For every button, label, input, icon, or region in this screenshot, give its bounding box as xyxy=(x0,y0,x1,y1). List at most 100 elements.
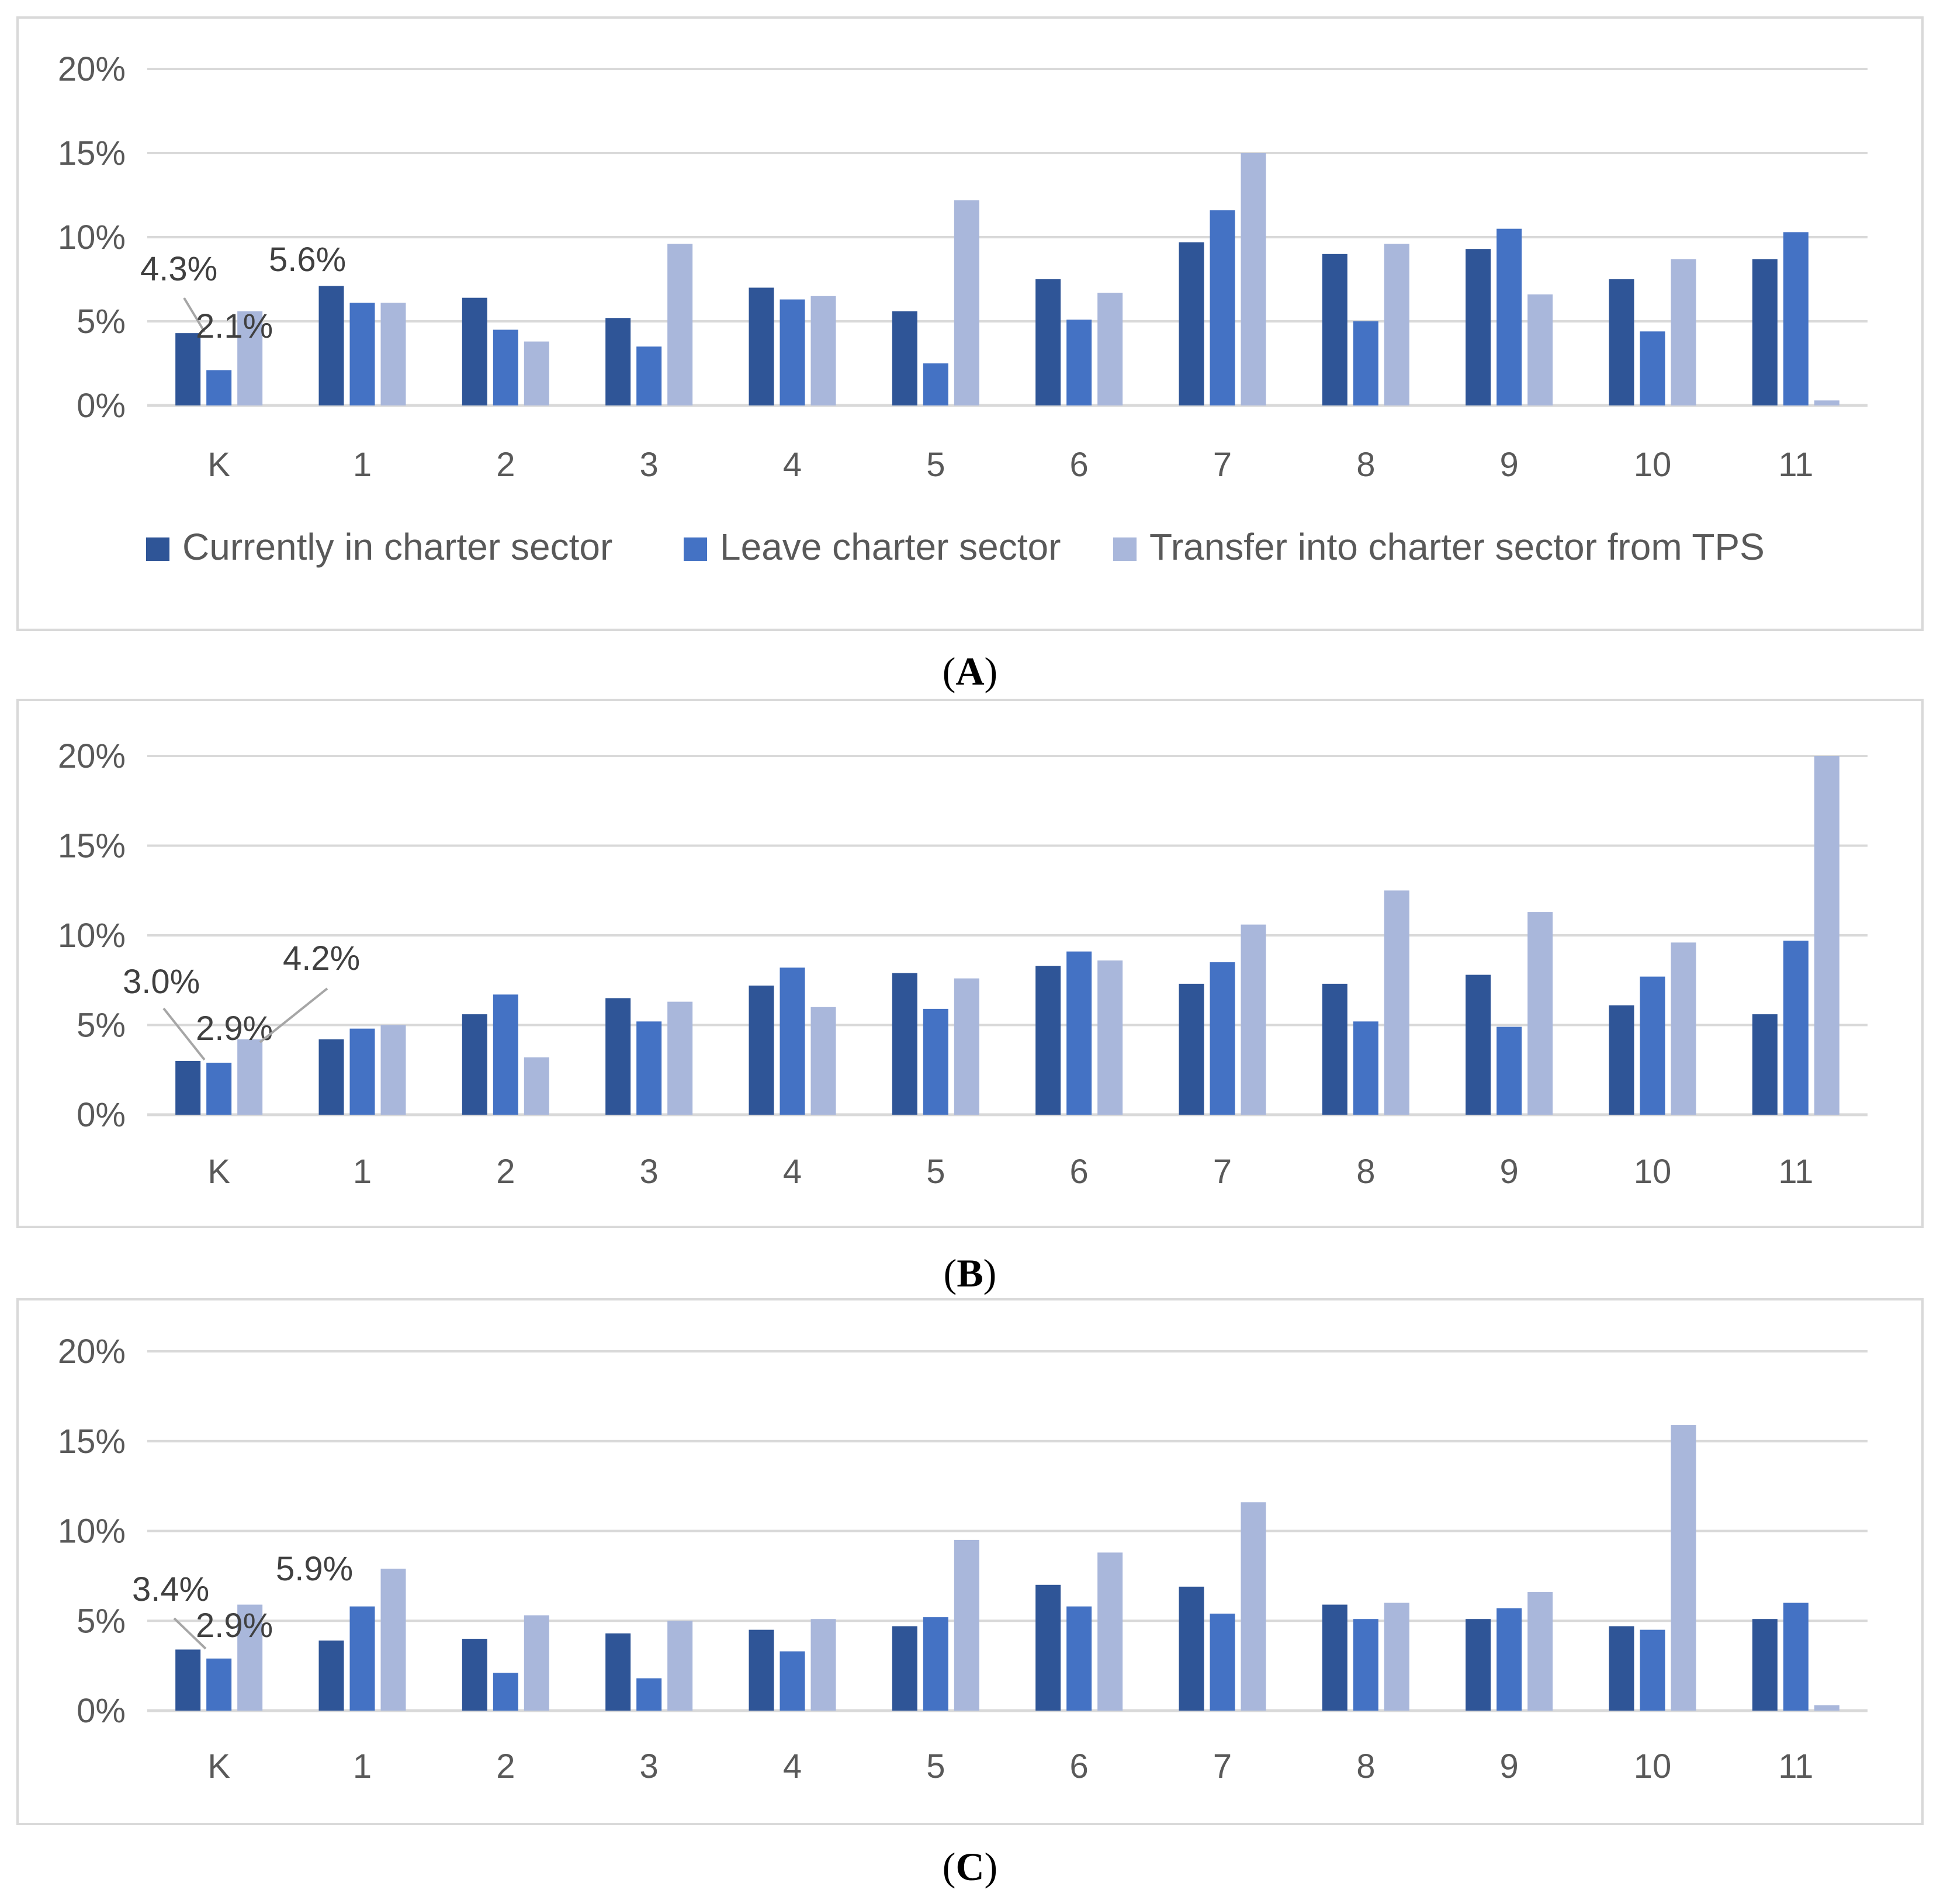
x-tick-label: 2 xyxy=(496,1747,515,1785)
data-label: 2.9% xyxy=(196,1607,273,1645)
bar-leave xyxy=(1496,228,1522,405)
bar-currently xyxy=(892,973,917,1115)
bar-leave xyxy=(349,1606,375,1711)
bar-leave xyxy=(1783,941,1809,1115)
bar-leave xyxy=(1066,1606,1092,1711)
data-label: 2.1% xyxy=(196,307,273,345)
x-tick-label: 8 xyxy=(1356,1747,1375,1785)
bar-transfer xyxy=(1814,756,1839,1115)
legend-swatch xyxy=(684,537,707,561)
bar-currently xyxy=(1609,1626,1634,1711)
bar-leave xyxy=(636,1678,662,1711)
x-tick-label: 6 xyxy=(1070,446,1089,484)
bar-transfer xyxy=(667,244,693,405)
bar-currently xyxy=(462,1014,487,1115)
chart-a: 0% 5% 10% 15% 20% K 1 2 3 4 5 6 7 8 9 10 11 4.3% 2.1% 5.6% C… xyxy=(16,16,1924,693)
legend-swatch xyxy=(1113,537,1137,561)
bar-currently xyxy=(175,1649,201,1711)
y-tick-label: 15% xyxy=(58,134,126,172)
bar-transfer xyxy=(1097,960,1123,1115)
x-tick-label: 9 xyxy=(1500,1153,1519,1191)
bar-transfer xyxy=(1671,1425,1696,1711)
bar-transfer xyxy=(1671,942,1696,1115)
bar-leave xyxy=(349,303,375,405)
bar-currently xyxy=(1322,1604,1347,1711)
bar-transfer xyxy=(380,303,406,405)
bar-transfer xyxy=(237,1604,263,1711)
bar-transfer xyxy=(1814,400,1839,405)
bar-leave xyxy=(493,994,518,1115)
y-tick-label: 0% xyxy=(77,387,126,425)
x-tick-label: 5 xyxy=(926,446,945,484)
legend-swatch xyxy=(146,537,169,561)
x-tick-label: 8 xyxy=(1356,446,1375,484)
data-label: 5.9% xyxy=(276,1550,353,1588)
bar-leave xyxy=(780,299,805,405)
bar-transfer xyxy=(380,1569,406,1711)
bar-currently xyxy=(605,1633,631,1711)
bar-transfer xyxy=(810,1619,836,1711)
x-tick-label: 6 xyxy=(1070,1153,1089,1191)
chart-b: 0%5%10%15%20%K 1 2 3 4 5 6 7 8 9 10 113.0%2.9%4.2%(… xyxy=(16,699,1924,1295)
y-tick-label: 20% xyxy=(58,1333,126,1371)
panel-caption: (C) xyxy=(943,1844,997,1889)
y-tick-label: 0% xyxy=(77,1692,126,1730)
data-label-leader xyxy=(173,1617,207,1650)
bar-leave xyxy=(636,1021,662,1115)
x-tick-label: 2 xyxy=(496,1153,515,1191)
bar-currently xyxy=(462,297,487,405)
bar-transfer xyxy=(1241,924,1266,1115)
bar-transfer xyxy=(1527,294,1553,405)
x-tick-label: 3 xyxy=(640,1153,659,1191)
bar-leave xyxy=(1640,331,1665,405)
bar-transfer xyxy=(1671,259,1696,405)
bar-currently xyxy=(1752,1619,1778,1711)
x-tick-label: 2 xyxy=(496,446,515,484)
legend-label: Leave charter sector xyxy=(720,526,1061,568)
x-tick-label: K xyxy=(207,1747,230,1785)
bar-currently xyxy=(1752,1014,1778,1115)
bar-leave xyxy=(1496,1608,1522,1711)
x-tick-label: 9 xyxy=(1500,446,1519,484)
y-tick-label: 5% xyxy=(77,303,126,341)
bar-currently xyxy=(749,985,774,1115)
x-tick-label: 1 xyxy=(353,446,372,484)
bar-currently xyxy=(749,1629,774,1711)
bar-transfer xyxy=(667,1621,693,1711)
bar-transfer xyxy=(237,1039,263,1115)
bar-transfer xyxy=(1097,293,1123,405)
y-tick-label: 10% xyxy=(58,1513,126,1551)
y-tick-label: 10% xyxy=(58,917,126,955)
bar-leave xyxy=(1210,1613,1235,1711)
bar-leave xyxy=(1353,1619,1378,1711)
bar-transfer xyxy=(380,1025,406,1115)
bar-currently xyxy=(318,1039,344,1115)
bar-leave xyxy=(1210,210,1235,405)
y-tick-label: 5% xyxy=(77,1602,126,1640)
data-label-leader xyxy=(259,987,328,1043)
x-tick-label: 7 xyxy=(1213,446,1232,484)
y-tick-label: 20% xyxy=(58,50,126,88)
x-tick-label: 10 xyxy=(1634,1153,1672,1191)
y-tick-label: 0% xyxy=(77,1096,126,1134)
bar-transfer xyxy=(667,1001,693,1115)
x-tick-label: 3 xyxy=(640,446,659,484)
bar-leave xyxy=(1496,1026,1522,1115)
data-label: 5.6% xyxy=(269,241,346,279)
bar-leave xyxy=(636,346,662,405)
bar-currently xyxy=(318,1641,344,1711)
bar-currently xyxy=(462,1639,487,1711)
bar-leave xyxy=(923,1617,948,1711)
data-label: 3.4% xyxy=(132,1570,209,1608)
bar-leave xyxy=(206,1658,232,1711)
bar-currently xyxy=(1035,966,1061,1115)
data-label-leader xyxy=(183,297,206,333)
bar-transfer xyxy=(1384,1603,1409,1711)
legend-label: Currently in charter sector xyxy=(182,526,612,568)
bar-currently xyxy=(892,311,917,405)
bar-currently xyxy=(1035,279,1061,405)
x-tick-label: 3 xyxy=(640,1747,659,1785)
bar-currently xyxy=(1179,983,1204,1115)
bar-leave xyxy=(1353,1021,1378,1115)
